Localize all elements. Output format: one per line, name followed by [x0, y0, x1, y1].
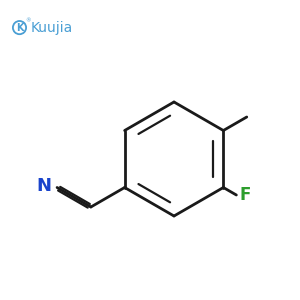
Text: N: N: [36, 177, 51, 195]
Text: ®: ®: [25, 19, 30, 23]
Text: F: F: [239, 186, 251, 204]
Text: Kuujia: Kuujia: [30, 21, 73, 34]
Text: K: K: [16, 22, 23, 33]
